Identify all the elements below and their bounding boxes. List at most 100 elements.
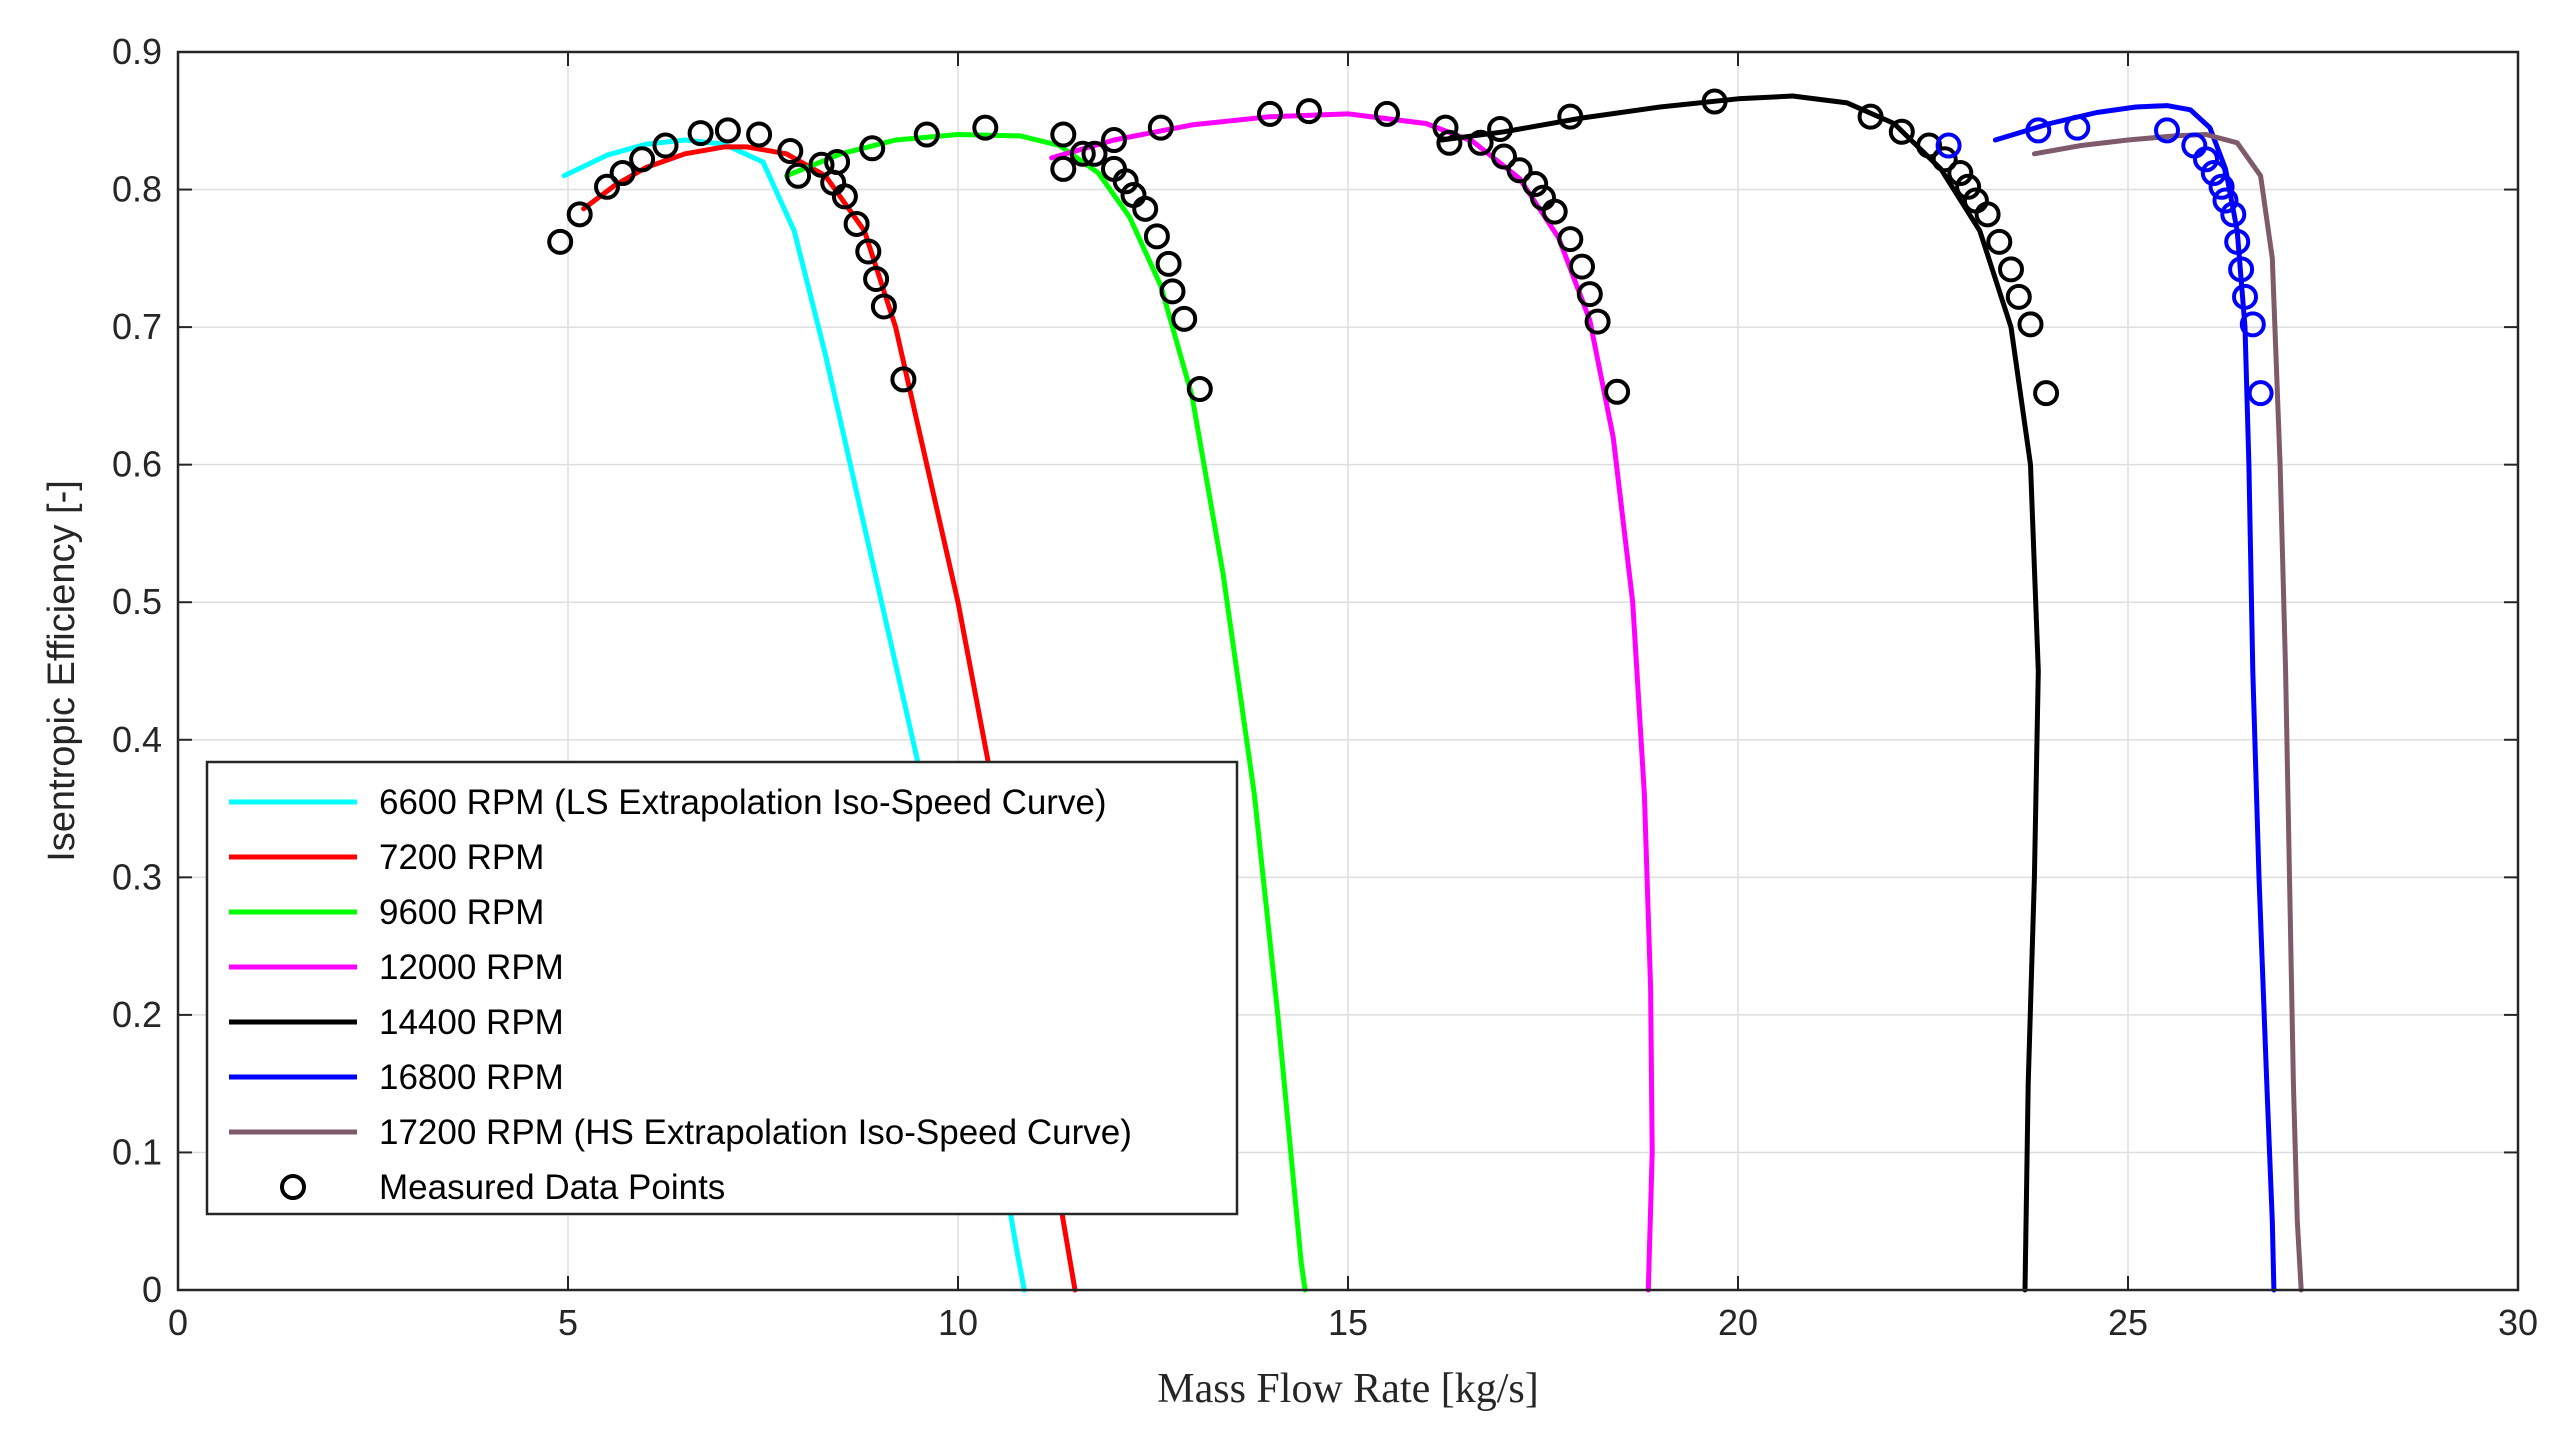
legend-entry-label: 9600 RPM — [379, 893, 544, 932]
measured-point — [1155, 250, 1182, 277]
legend-entry-label: 6600 RPM (LS Extrapolation Iso-Speed Cur… — [379, 783, 1107, 822]
measured-point — [1557, 226, 1584, 253]
measured-point-16800 — [2200, 160, 2227, 187]
x-tick-label: 10 — [938, 1302, 978, 1343]
measured-point — [785, 162, 812, 189]
x-tick-label: 5 — [558, 1302, 578, 1343]
measured-point — [1050, 121, 1077, 148]
measured-point — [609, 160, 636, 187]
measured-point — [1998, 256, 2024, 283]
measured-point — [594, 173, 620, 200]
measured-point — [1541, 198, 1568, 225]
measured-point — [714, 117, 741, 144]
series-line-16800-rpm — [1992, 103, 2277, 1293]
measured-point-16800 — [1935, 132, 1962, 159]
measured-point — [1522, 171, 1549, 198]
legend-marker — [280, 1174, 306, 1200]
measured-point — [1171, 305, 1198, 332]
series-line-17200-rpm-hs-extrapolation-iso-speed-curve — [2031, 132, 2304, 1293]
measured-point — [1888, 118, 1915, 145]
measured-point-16800 — [2247, 380, 2274, 407]
measured-point — [629, 146, 656, 173]
measured-point — [972, 114, 999, 141]
measured-point — [652, 132, 679, 159]
measured-point — [1069, 140, 1096, 167]
measured-point — [863, 265, 890, 292]
measured-point — [1296, 98, 1322, 125]
y-tick-label: 0.7 — [112, 306, 162, 347]
measured-point — [2005, 283, 2032, 310]
legend-box — [205, 760, 1239, 1216]
y-tick-label: 0.5 — [112, 581, 162, 622]
measured-point-16800 — [2239, 311, 2266, 338]
measured-point — [1132, 195, 1159, 222]
legend-entry-label: 14400 RPM — [379, 1003, 564, 1042]
x-axis-label: Mass Flow Rate [kg/s] — [1157, 1366, 1539, 1412]
measured-point — [1506, 157, 1533, 184]
measured-point — [1947, 160, 1974, 187]
measured-point — [566, 201, 593, 228]
measured-point — [1857, 103, 1884, 130]
measured-point — [687, 120, 714, 147]
x-tick-label: 0 — [168, 1302, 188, 1343]
measured-point — [859, 135, 886, 162]
measured-point — [547, 228, 574, 255]
legend: 6600 RPM (LS Extrapolation Iso-Speed Cur… — [205, 760, 1239, 1216]
measured-point — [1931, 146, 1958, 173]
measured-point — [1916, 132, 1943, 159]
axis-ticks: 0 5 10 15 20 25 30 0 0.1 0.2 0.3 0.4 0.5 0.6 0.7 0.8 0.9 — [112, 31, 2538, 1343]
legend-entry-label: 7200 RPM — [379, 838, 544, 877]
measured-point-16800 — [2208, 173, 2235, 200]
y-tick-label: 0.3 — [112, 856, 162, 897]
measured-point — [1081, 140, 1108, 167]
y-tick-label: 0.8 — [112, 169, 162, 210]
measured-point — [1604, 378, 1631, 405]
series-line-9600-rpm — [783, 132, 1308, 1293]
legend-entry-label: 17200 RPM (HS Extrapolation Iso-Speed Cu… — [379, 1113, 1132, 1152]
measured-point-16800 — [2064, 114, 2091, 141]
measured-point — [913, 121, 940, 148]
measured-point — [870, 293, 897, 320]
y-tick-label: 0.1 — [112, 1131, 162, 1172]
measured-point — [1955, 173, 1982, 200]
x-tick-label: 20 — [1718, 1302, 1758, 1343]
legend-entry-label: 16800 RPM — [379, 1058, 564, 1097]
measured-point — [1491, 143, 1517, 170]
measured-point — [808, 151, 835, 178]
measured-point-16800 — [2224, 228, 2251, 255]
measured-point — [1112, 168, 1139, 195]
measured-point — [831, 183, 858, 210]
y-tick-label: 0.2 — [112, 994, 162, 1035]
measured-point — [777, 138, 804, 165]
measured-point-16800 — [2025, 117, 2052, 144]
x-tick-label: 25 — [2108, 1302, 2148, 1343]
measured-point — [746, 121, 773, 148]
measured-point-16800 — [2220, 201, 2247, 228]
measured-point — [1701, 88, 1728, 115]
measured-point — [1986, 228, 2013, 255]
measured-point-16800 — [2193, 146, 2219, 173]
measured-point — [1487, 116, 1514, 143]
y-tick-label: 0.6 — [112, 444, 162, 485]
measured-point — [1432, 114, 1459, 141]
measured-point — [855, 238, 882, 265]
measured-point — [1569, 253, 1595, 280]
y-tick-label: 0.4 — [112, 719, 162, 760]
measured-point — [890, 366, 917, 393]
measured-point — [1143, 223, 1170, 250]
measured-point — [1374, 100, 1400, 127]
measured-point — [1467, 129, 1494, 156]
plot-area — [547, 88, 2304, 1293]
measured-point-16800 — [2232, 283, 2258, 310]
measured-point-16800 — [2228, 256, 2255, 283]
y-axis-label: Isentropic Efficiency [-] — [41, 480, 83, 862]
x-tick-label: 15 — [1328, 1302, 1368, 1343]
measured-point-16800 — [2154, 117, 2180, 144]
measured-point — [1974, 201, 2001, 228]
measured-point — [1576, 281, 1603, 308]
measured-point — [1557, 103, 1584, 130]
y-tick-label: 0.9 — [112, 31, 162, 72]
measured-point — [2033, 380, 2060, 407]
